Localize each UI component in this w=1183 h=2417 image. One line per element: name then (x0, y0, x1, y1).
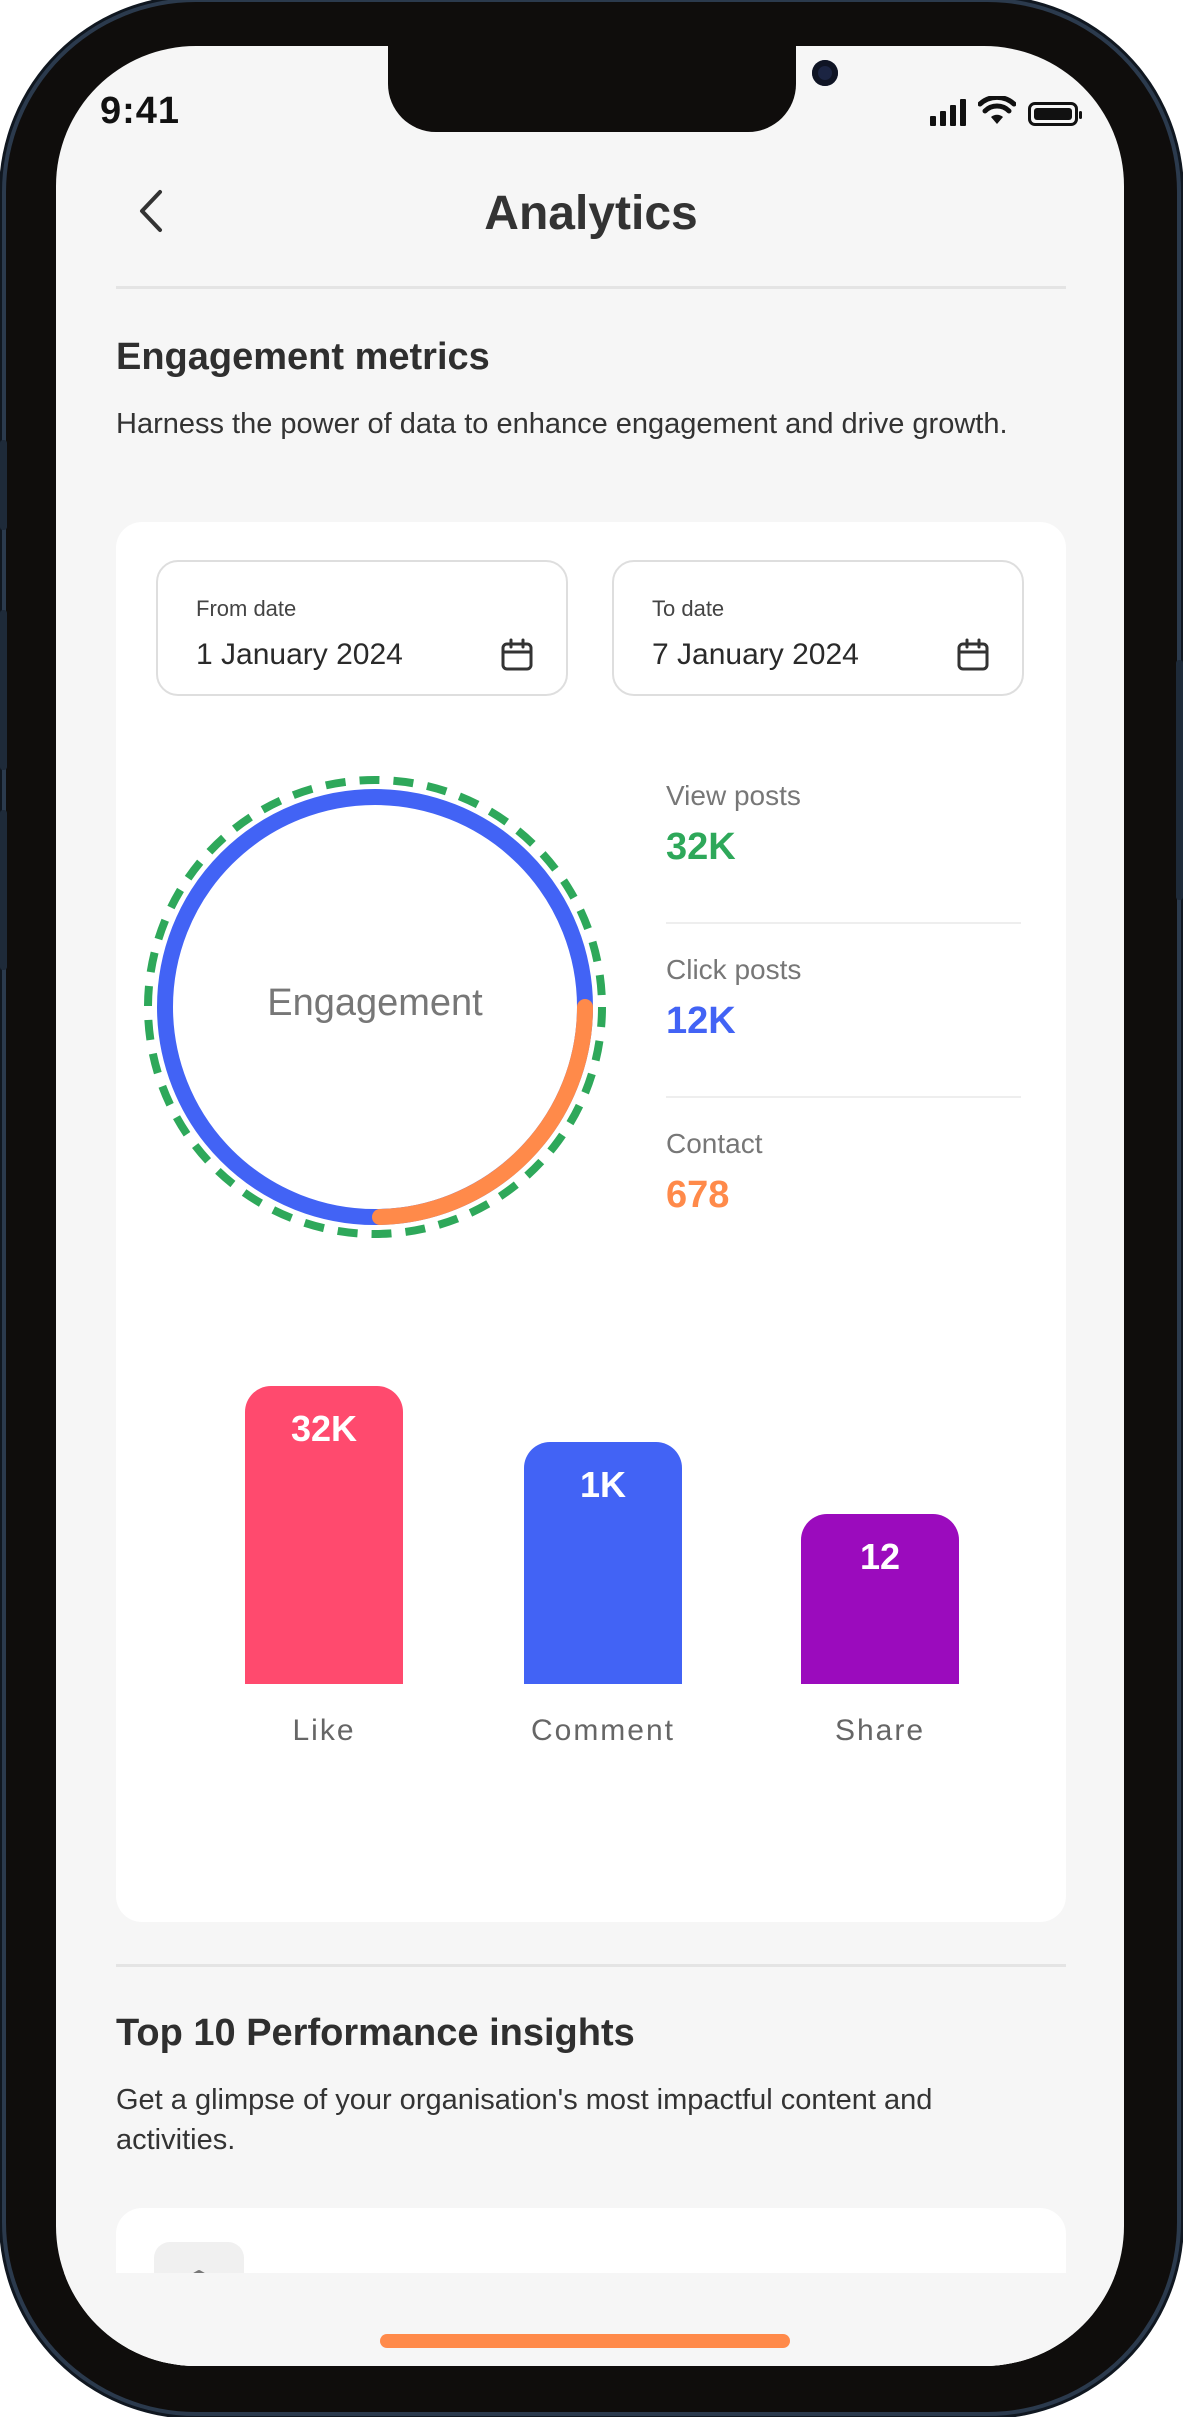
engagement-donut-chart (144, 776, 606, 1238)
header-divider (116, 286, 1066, 289)
metric-click-posts: Click posts 12K (666, 954, 1021, 1043)
bar-value-label: 12 (859, 1536, 901, 1577)
chevron-left-icon (140, 190, 162, 232)
side-button (0, 440, 7, 530)
bar-category-label: Comment (530, 1714, 676, 1747)
side-button (0, 610, 7, 770)
signal-icon (930, 98, 966, 126)
engagement-card: From date 1 January 2024 To date 7 Janua… (116, 522, 1066, 1922)
wifi-icon (978, 96, 1016, 124)
donut-orange-arc (372, 999, 593, 1225)
metric-label: Click posts (666, 954, 802, 985)
metric-value: 32K (666, 826, 736, 868)
side-button (0, 810, 7, 970)
to-date-field[interactable]: To date 7 January 2024 (612, 560, 1024, 696)
metric-label: Contact (666, 1128, 763, 1159)
notch (388, 46, 838, 132)
metric-view-posts: View posts 32K (666, 780, 1021, 869)
bottom-area (56, 2273, 1124, 2366)
status-time: 9:41 (100, 90, 181, 132)
side-button (1176, 660, 1183, 900)
engagement-title: Engagement metrics (116, 336, 490, 378)
calendar-icon[interactable] (956, 638, 990, 672)
donut-outer-dashed-ring (144, 776, 606, 1238)
bar-share[interactable] (801, 1514, 959, 1684)
insights-title: Top 10 Performance insights (116, 2012, 635, 2054)
metric-divider (666, 1096, 1021, 1098)
bar-category-label: Share (834, 1714, 926, 1747)
metric-contact: Contact 678 (666, 1128, 1021, 1217)
bar-category-label: Like (292, 1714, 356, 1747)
insights-description: Get a glimpse of your organisation's mos… (116, 2084, 933, 2156)
donut-center-label: Engagement (267, 982, 483, 1024)
engagement-description: Harness the power of data to enhance eng… (116, 408, 1008, 440)
metric-value: 678 (666, 1174, 730, 1216)
bar-like[interactable] (245, 1386, 403, 1684)
engagement-bar-chart: 32K Like 1K Comment 12 Share (116, 1322, 1066, 1882)
section-divider (116, 1964, 1066, 1967)
battery-icon (1028, 102, 1082, 126)
bar-value-label: 1K (579, 1464, 627, 1506)
home-indicator[interactable] (380, 2334, 790, 2348)
to-date-label: To date (652, 596, 725, 621)
bar-value-label: 32K (290, 1408, 358, 1449)
status-icons (930, 96, 1082, 126)
bar-comment[interactable] (524, 1442, 682, 1684)
metric-label: View posts (666, 780, 801, 811)
calendar-icon[interactable] (500, 638, 534, 672)
app-screen: 9:41 Analytics Engagement metrics Harnes… (56, 46, 1124, 2366)
camera-icon (812, 60, 838, 86)
from-date-field[interactable]: From date 1 January 2024 (156, 560, 568, 696)
header: Analytics (116, 176, 1066, 266)
from-date-label: From date (196, 596, 297, 621)
metric-divider (666, 922, 1021, 924)
back-button[interactable] (116, 176, 186, 246)
to-date-value: 7 January 2024 (652, 638, 859, 671)
page-title: Analytics (484, 187, 698, 240)
from-date-value: 1 January 2024 (196, 638, 403, 671)
metric-value: 12K (666, 1000, 736, 1042)
